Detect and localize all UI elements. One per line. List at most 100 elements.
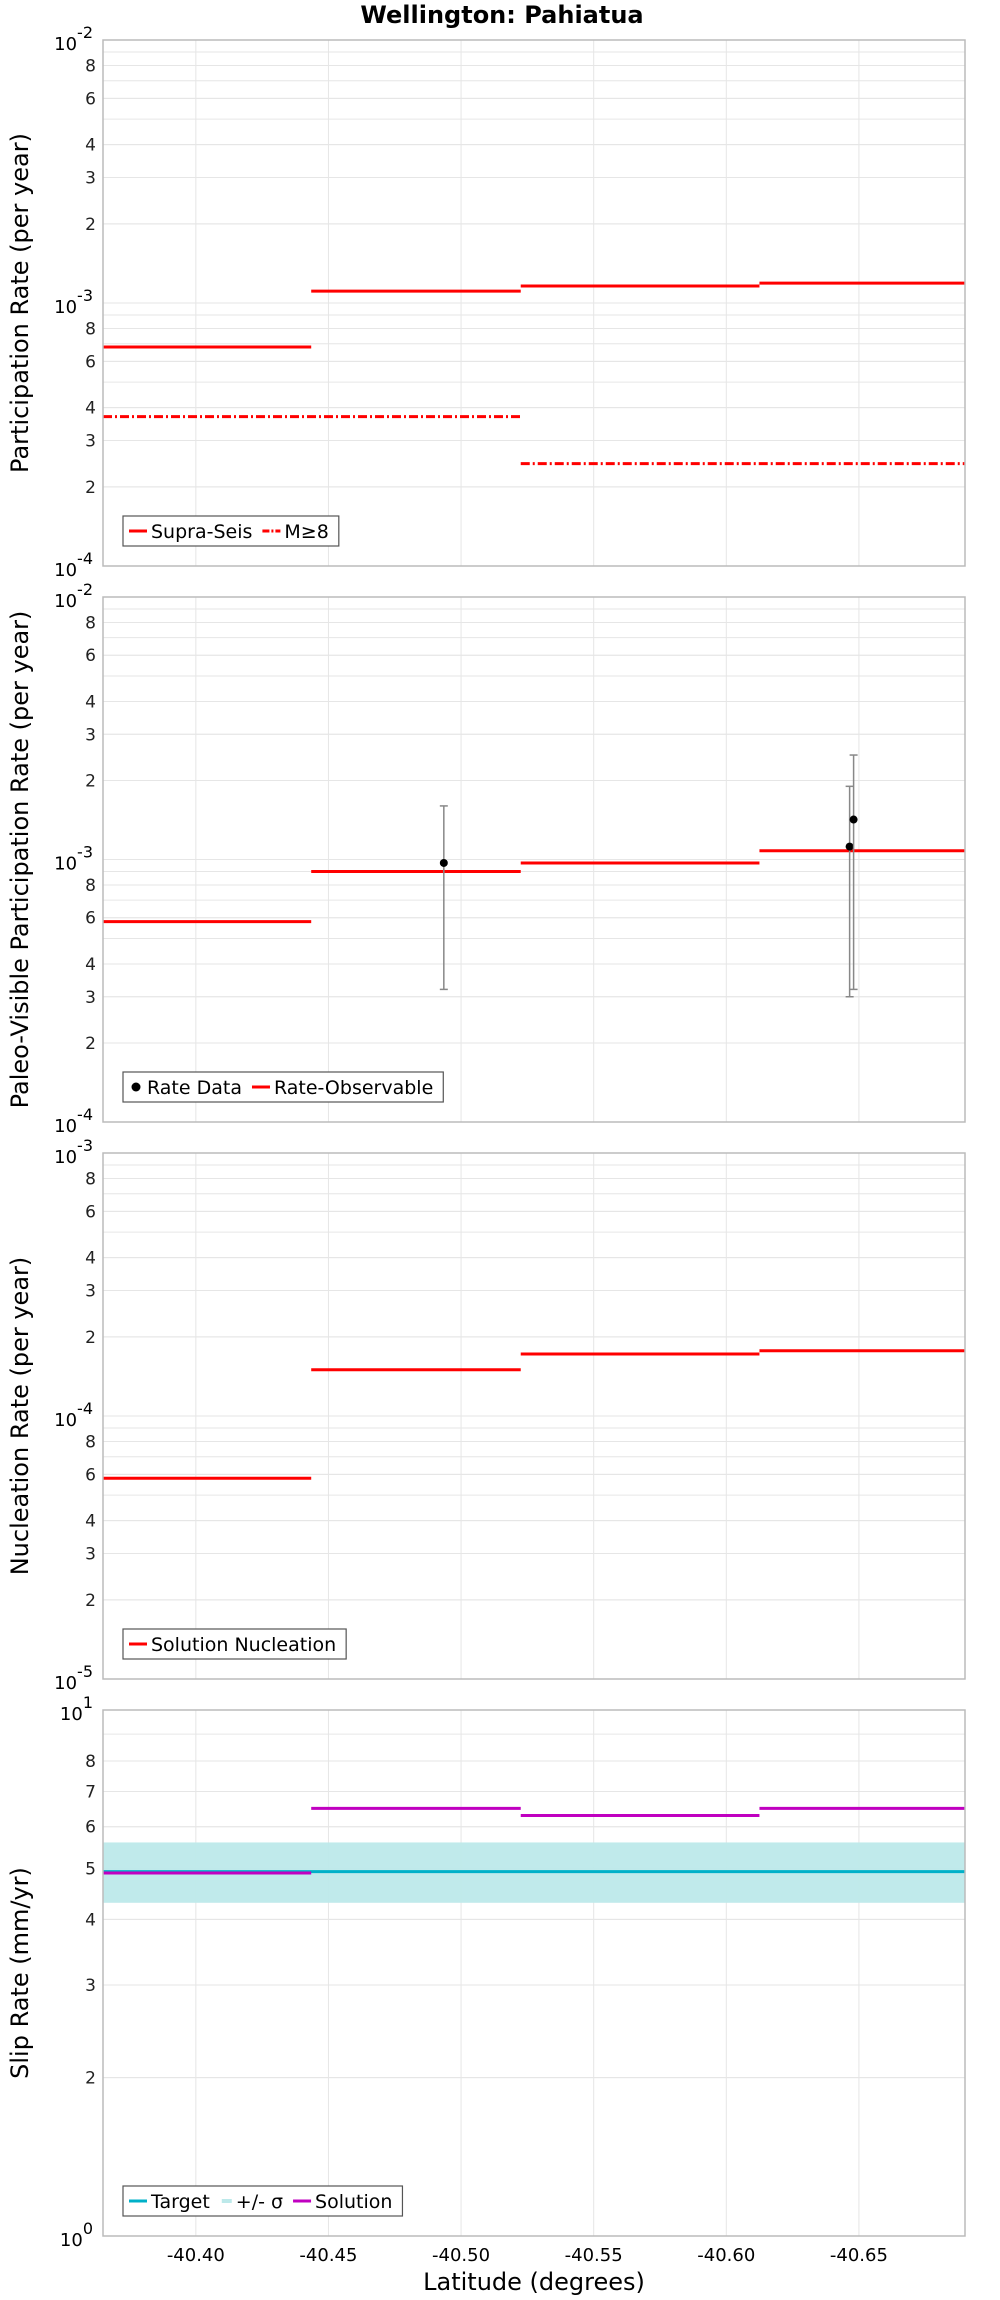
legend-box [122, 2185, 404, 2217]
legend-box [122, 515, 340, 547]
y-minor-tick-label: 3 [85, 1282, 96, 1302]
legend-label: +/- σ [236, 2191, 283, 2213]
legend-label: Solution Nucleation [151, 1634, 336, 1656]
y-major-tick-label: 10-3 [54, 843, 93, 875]
plot-frame [102, 1152, 966, 1680]
legend-box [122, 1628, 347, 1660]
y-minor-tick-label: 6 [85, 909, 96, 929]
legend-item: Target [129, 2191, 210, 2213]
y-minor-tick-label: 5 [85, 1859, 96, 1879]
y-minor-tick-label: 3 [85, 988, 96, 1008]
series-supra-seis [103, 281, 965, 349]
legend-item: Solution [293, 2191, 392, 2213]
chart-panel-2: 10-4 10-3 10-2 2 3 4 6 8 2 3 4 6 8 Paleo-Visible Part… [6, 580, 966, 1137]
y-minor-tick-label: 3 [85, 169, 96, 189]
y-minor-tick-label: 8 [85, 613, 96, 633]
y-axis-label: Participation Rate (per year) [6, 133, 34, 473]
y-minor-tick-label: 2 [85, 771, 96, 791]
legend-item: Solution Nucleation [129, 1634, 336, 1656]
y-minor-tick-label: 4 [85, 1910, 96, 1930]
grid [103, 596, 965, 1123]
y-minor-tick-label: 2 [85, 215, 96, 235]
legend-label: Supra-Seis [151, 521, 252, 543]
y-major-tick-label: 10-2 [54, 23, 93, 55]
y-minor-tick-label: 6 [85, 1818, 96, 1838]
y-axis-label: Slip Rate (mm/yr) [6, 1867, 34, 2079]
series-solution [103, 1806, 965, 1875]
y-minor-tick-label: 8 [85, 1432, 96, 1452]
x-tick-label: -40.65 [830, 2245, 888, 2266]
y-minor-tick-label: 8 [85, 319, 96, 339]
legend-label: Solution [315, 2191, 392, 2213]
y-minor-tick-label: 2 [85, 1591, 96, 1611]
x-tick-label: -40.45 [299, 2245, 357, 2266]
x-tick-label: -40.55 [565, 2245, 623, 2266]
y-minor-tick-label: 2 [85, 1034, 96, 1054]
grid [103, 1152, 965, 1680]
y-minor-tick-label: 2 [85, 2069, 96, 2089]
y-minor-tick-label: 7 [85, 1782, 96, 1802]
legend-item: Supra-Seis [129, 521, 252, 543]
y-axis-label: Paleo-Visible Participation Rate (per ye… [6, 611, 34, 1109]
series-solution-nucleation [103, 1349, 965, 1480]
legend-item: +/- σ [221, 2191, 283, 2213]
y-major-tick-label: 10-3 [54, 1136, 93, 1168]
legend-label: M≥8 [284, 521, 328, 543]
y-minor-tick-label: 6 [85, 1202, 96, 1222]
y-minor-tick-label: 4 [85, 399, 96, 419]
y-major-tick-label: 10-3 [54, 286, 93, 318]
y-major-tick-label: 10-4 [54, 549, 93, 581]
y-major-tick-label: 10-4 [54, 1105, 93, 1137]
y-minor-tick-label: 8 [85, 876, 96, 896]
rate-data-point [845, 842, 854, 851]
y-minor-tick-label: 3 [85, 725, 96, 745]
y-minor-tick-label: 8 [85, 1169, 96, 1189]
plot-area [103, 1710, 965, 2236]
legend-label: Rate Data [147, 1077, 242, 1099]
y-minor-tick-label: 2 [85, 478, 96, 498]
y-minor-tick-label: 4 [85, 1249, 96, 1269]
y-minor-tick-label: 6 [85, 646, 96, 666]
y-axis-label: Nucleation Rate (per year) [6, 1257, 34, 1576]
y-minor-tick-label: 4 [85, 136, 96, 156]
legend-item: Rate Data [131, 1077, 242, 1099]
legend-item: Rate-Observable [251, 1077, 433, 1099]
figure-title: Wellington: Pahiatua [360, 1, 643, 29]
plot-frame [102, 596, 966, 1123]
series-rate-observable [103, 849, 965, 924]
y-minor-tick-label: 4 [85, 692, 96, 712]
x-tick-label: -40.60 [697, 2245, 755, 2266]
legend: Target +/- σ Solution [122, 2185, 404, 2217]
rate-data-point [439, 858, 448, 867]
y-major-tick-label: 10-2 [54, 580, 93, 612]
y-minor-tick-label: 3 [85, 1976, 96, 1996]
rate-data-point [849, 815, 858, 824]
grid [103, 39, 965, 567]
legend: Solution Nucleation [122, 1628, 347, 1660]
y-minor-tick-label: 4 [85, 1512, 96, 1532]
chart-panel-4: 100 101 2 3 4 5 6 7 8 Slip Rate (mm/yr) Target +/- … [6, 1693, 966, 2251]
legend-band-icon [221, 2199, 232, 2203]
y-minor-tick-label: 3 [85, 432, 96, 452]
y-major-tick-label: 10-4 [54, 1399, 93, 1431]
y-minor-tick-label: 6 [85, 89, 96, 109]
y-minor-tick-label: 2 [85, 1328, 96, 1348]
series-m-8 [103, 415, 965, 466]
legend-label: Rate-Observable [274, 1077, 433, 1099]
y-minor-tick-label: 4 [85, 955, 96, 975]
legend-dot-icon [131, 1082, 141, 1092]
y-major-tick-label: 101 [60, 1693, 93, 1725]
y-minor-tick-label: 8 [85, 1752, 96, 1772]
y-minor-tick-label: 6 [85, 1465, 96, 1485]
x-tick-label: -40.40 [167, 2245, 225, 2266]
y-major-tick-label: 10-5 [54, 1662, 93, 1694]
y-minor-tick-label: 3 [85, 1545, 96, 1565]
chart-panel-3: 10-5 10-4 10-3 2 3 4 6 8 2 3 4 6 8 Nucleation Rate (p… [6, 1136, 966, 1694]
y-minor-tick-label: 8 [85, 56, 96, 76]
series-rate-data [439, 754, 858, 998]
plot-frame [102, 39, 966, 567]
legend: Supra-Seis M≥8 [122, 515, 340, 547]
